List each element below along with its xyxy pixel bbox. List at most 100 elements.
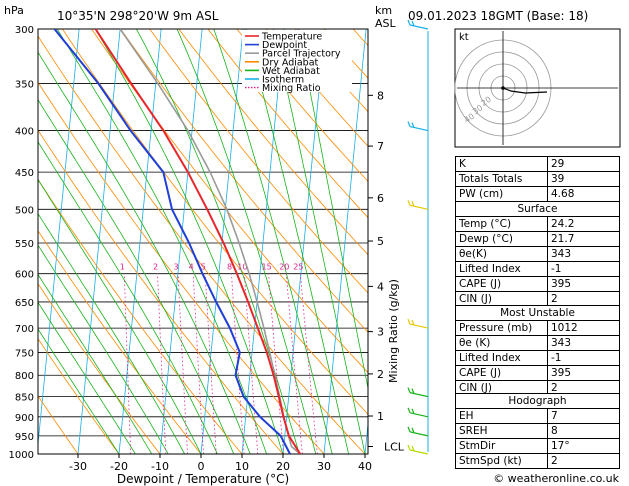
pressure-tick-label: 400 xyxy=(15,127,34,138)
pressure-tick-label: 450 xyxy=(15,168,34,179)
dry-adiabat xyxy=(149,29,368,294)
pressure-tick-label: 650 xyxy=(15,298,34,309)
wet-adiabat xyxy=(38,273,153,454)
table-row: PW (cm) 4.68 xyxy=(455,186,620,202)
dry-adiabat xyxy=(38,178,243,454)
row-value: 343 xyxy=(547,335,620,351)
table-row: Totals Totals 39 xyxy=(455,171,620,187)
row-value: 8 xyxy=(547,423,620,439)
pressure-tick-label: 1000 xyxy=(9,450,34,461)
dry-adiabat xyxy=(38,395,79,454)
hodograph-unit-label: kt xyxy=(459,32,469,43)
wet-adiabat xyxy=(38,328,120,454)
x-tick-label: -20 xyxy=(110,460,128,473)
axes: 1 2 3 4 5 8 10 15 20 2530035040045050055060065070… xyxy=(9,25,372,473)
isotherm-line xyxy=(77,29,121,454)
dry-adiabat xyxy=(178,29,368,256)
wet-adiabat xyxy=(297,29,368,390)
row-label: StmSpd (kt) xyxy=(455,453,548,469)
row-value: 7 xyxy=(547,408,620,424)
row-value: 4.68 xyxy=(547,186,620,202)
row-value: -1 xyxy=(547,261,620,277)
pressure-tick-label: 300 xyxy=(15,25,34,36)
x-axis-label: Dewpoint / Temperature (°C) xyxy=(117,472,289,486)
row-label: EH xyxy=(455,408,548,424)
mixing-ratio-label: 2 xyxy=(153,263,158,272)
table-row: θe (K) 343 xyxy=(455,335,620,351)
profile-temperature xyxy=(94,29,302,454)
mixing-ratio-line xyxy=(268,273,284,454)
height-tick-label: 8 xyxy=(377,89,384,102)
footer-credit: © weatheronline.co.uk xyxy=(493,472,619,485)
wet-adiabat xyxy=(38,99,235,454)
table-title: Most Unstable xyxy=(455,305,620,321)
mixing-ratio-line xyxy=(192,273,204,454)
table-title-row: Hodograph xyxy=(455,393,620,409)
wet-adiabat xyxy=(245,29,349,454)
dry-adiabat xyxy=(236,29,368,183)
height-tick-label: 3 xyxy=(377,326,384,339)
hodograph-table: Hodograph EH 7 SREH 8 StmDir 17° StmSpd (kt) 2 xyxy=(455,393,620,469)
pressure-tick-label: 700 xyxy=(15,324,34,335)
height-tick-label: 4 xyxy=(377,280,384,293)
row-label: Totals Totals xyxy=(455,171,548,187)
row-label: Lifted Index xyxy=(455,261,548,277)
table-row: CAPE (J) 395 xyxy=(455,365,620,381)
mixing-ratio-label: 5 xyxy=(201,263,206,272)
dry-adiabat xyxy=(38,283,161,454)
mixing-ratio-line xyxy=(157,273,167,454)
wet-adiabat xyxy=(273,29,366,454)
wind-barb-icon xyxy=(407,407,429,418)
table-row: Lifted Index -1 xyxy=(455,350,620,366)
mixing-ratio-label: 1 xyxy=(120,263,125,272)
height-axis: 8 7 6 5 4 3 2 1 LCL xyxy=(367,29,405,454)
isotherm-line xyxy=(282,29,326,454)
wind-barb-icon xyxy=(407,387,429,398)
row-label: SREH xyxy=(455,423,548,439)
legend-label: Mixing Ratio xyxy=(262,83,321,94)
wind-barb-icon xyxy=(407,318,429,329)
mixing-ratio-line xyxy=(244,273,259,454)
legend-label: Dewpoint xyxy=(262,40,307,51)
legend-label: Dry Adiabat xyxy=(262,57,319,68)
row-label: θe(K) xyxy=(455,246,548,262)
dry-adiabat xyxy=(207,29,368,219)
isotherm-line xyxy=(38,29,80,448)
wet-adiabat xyxy=(38,301,136,454)
profiles xyxy=(53,29,302,454)
pressure-tick-label: 350 xyxy=(15,79,34,90)
wet-adiabat xyxy=(38,141,218,454)
row-label: Lifted Index xyxy=(455,350,548,366)
dry-adiabat xyxy=(38,35,366,454)
table-row: SREH 8 xyxy=(455,423,620,439)
table-row: StmDir 17° xyxy=(455,438,620,454)
height-tick-label: LCL xyxy=(384,441,405,454)
mixing-ratio-line xyxy=(124,273,132,454)
table-title: Hodograph xyxy=(455,393,620,409)
most-unstable-table: Most Unstable Pressure (mb) 1012 θe (K) 343 L… xyxy=(455,305,620,396)
wind-barb-icon xyxy=(407,444,429,455)
wet-adiabat xyxy=(38,51,251,454)
profile-dewpoint xyxy=(53,29,291,454)
legend-label: Wet Adiabat xyxy=(262,66,320,77)
indices-table: K 29 Totals Totals 39 PW (cm) 4.68 xyxy=(455,156,620,202)
mixing-ratio-label: 15 xyxy=(261,263,271,272)
wind-barb-icon xyxy=(407,19,429,30)
isotherm-line xyxy=(241,29,285,454)
mixing-ratio-line xyxy=(177,273,188,454)
row-value: 29 xyxy=(547,156,620,172)
mixing-ratio-label: 8 xyxy=(227,263,232,272)
table-row: θe(K) 343 xyxy=(455,246,620,262)
mixing-ratio-label: 20 xyxy=(279,263,289,272)
wet-adiabat xyxy=(213,29,333,454)
wet-adiabat xyxy=(38,178,202,454)
row-value: 1012 xyxy=(547,320,620,336)
isotherm-line xyxy=(159,29,203,454)
dry-adiabat xyxy=(265,29,368,147)
height-tick-label: 1 xyxy=(377,410,384,423)
pressure-tick-label: 550 xyxy=(15,239,34,250)
mixing-ratio-axis-label: Mixing Ratio (g/kg) xyxy=(387,279,400,383)
height-tick-label: 6 xyxy=(377,192,384,205)
table-row: CAPE (J) 395 xyxy=(455,276,620,292)
